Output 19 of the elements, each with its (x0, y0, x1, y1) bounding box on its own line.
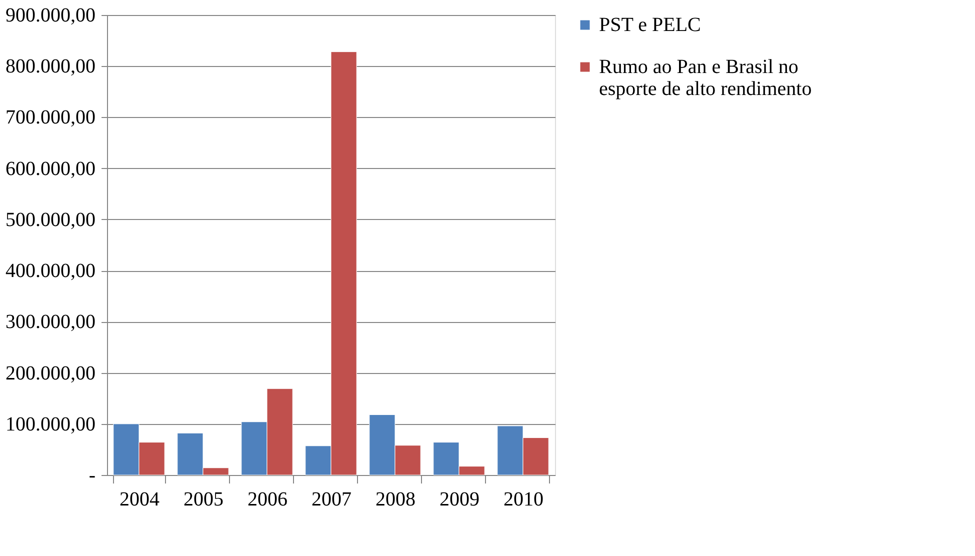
y-tick-label: - (88, 464, 96, 486)
y-tick-label: 100.000,00 (6, 413, 96, 436)
y-tick-label: 300.000,00 (6, 311, 96, 334)
x-tick-label: 2008 (376, 488, 416, 510)
x-tick-label: 2009 (440, 488, 480, 510)
x-tick-label: 2006 (248, 488, 288, 510)
x-tick-label: 2005 (184, 488, 224, 510)
y-tick-label: 600.000,00 (6, 158, 96, 180)
x-tick-label: 2004 (120, 488, 160, 510)
y-tick-label: 200.000,00 (6, 362, 96, 384)
legend-label: Rumo ao Pan e Brasil no esporte de alto rendimento (599, 56, 812, 100)
x-tick-label: 2007 (312, 488, 352, 510)
y-tick-label: 500.000,00 (6, 208, 96, 231)
y-tick-label: 900.000,00 (6, 4, 96, 26)
x-tick-label: 2010 (504, 488, 544, 510)
y-tick-label: 700.000,00 (6, 106, 96, 129)
y-tick-label: 400.000,00 (6, 260, 96, 282)
legend-label: PST e PELC (599, 14, 701, 36)
y-tick-label: 800.000,00 (6, 56, 96, 78)
